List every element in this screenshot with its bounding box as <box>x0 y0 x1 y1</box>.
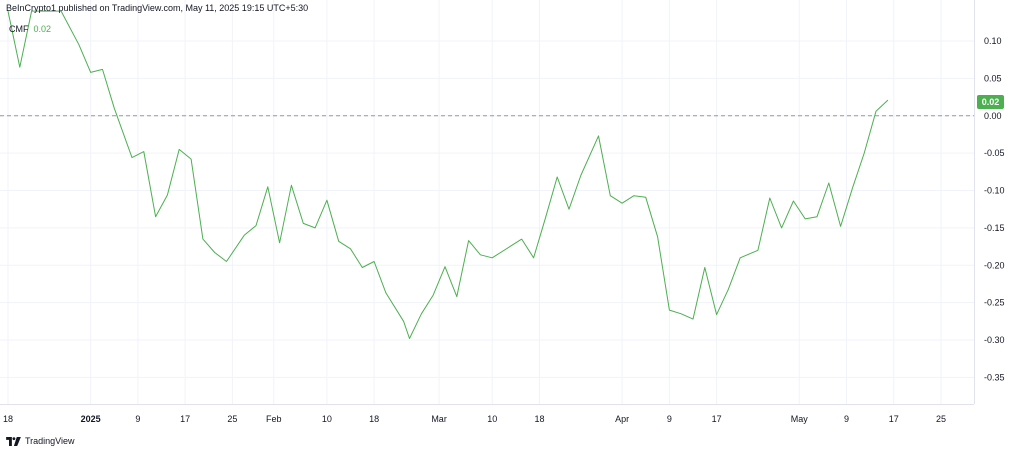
x-tick-label: 9 <box>667 414 672 424</box>
last-value-badge: 0.02 <box>977 95 1004 110</box>
tradingview-brand-name: TradingView <box>25 436 75 446</box>
y-tick-label: -0.30 <box>984 335 1005 345</box>
x-tick-label: 2025 <box>81 414 101 424</box>
x-tick-label: 25 <box>227 414 237 424</box>
x-tick-label: May <box>791 414 809 424</box>
y-tick-label: 0.05 <box>984 73 1002 83</box>
x-tick-label: 9 <box>844 414 849 424</box>
y-tick-label: -0.35 <box>984 372 1005 382</box>
x-tick-label: 18 <box>3 414 13 424</box>
x-tick-label: 10 <box>487 414 497 424</box>
x-tick-label: Mar <box>431 414 447 424</box>
indicator-value: 0.02 <box>33 24 52 34</box>
x-tick-label: 17 <box>180 414 190 424</box>
x-tick-label: Feb <box>266 414 282 424</box>
y-tick-label: -0.20 <box>984 260 1005 270</box>
indicator-legend[interactable]: CMF 0.02 <box>9 24 51 34</box>
x-tick-label: 17 <box>712 414 722 424</box>
x-tick-label: 25 <box>936 414 946 424</box>
y-tick-label: 0.10 <box>984 36 1002 46</box>
tradingview-logo-icon <box>6 436 21 446</box>
indicator-name[interactable]: CMF <box>9 24 29 34</box>
x-tick-label: 17 <box>889 414 899 424</box>
y-tick-label: -0.10 <box>984 186 1005 196</box>
y-tick-label: 0.00 <box>984 111 1002 121</box>
time-axis[interactable]: 18 2025 9 17 25 Feb 10 18 Mar 10 18 Apr 9 17 May 9 17 25 <box>3 414 946 424</box>
y-tick-label: -0.05 <box>984 148 1005 158</box>
y-tick-label: -0.25 <box>984 298 1005 308</box>
x-tick-label: 10 <box>322 414 332 424</box>
x-tick-label: Apr <box>615 414 629 424</box>
tradingview-branding[interactable]: TradingView <box>6 434 75 448</box>
cmf-series-line <box>7 10 889 339</box>
y-tick-label: -0.15 <box>984 223 1005 233</box>
last-value-label: 0.02 <box>982 97 1000 107</box>
x-tick-label: 18 <box>369 414 379 424</box>
price-axis[interactable]: 0.10 0.05 0.00 -0.05 -0.10 -0.15 -0.20 -0.25 -0.… <box>984 36 1005 382</box>
publish-header: BeInCrypto1 published on TradingView.com… <box>6 3 309 13</box>
x-tick-label: 18 <box>534 414 544 424</box>
x-tick-label: 9 <box>135 414 140 424</box>
grid-lines <box>0 0 974 404</box>
